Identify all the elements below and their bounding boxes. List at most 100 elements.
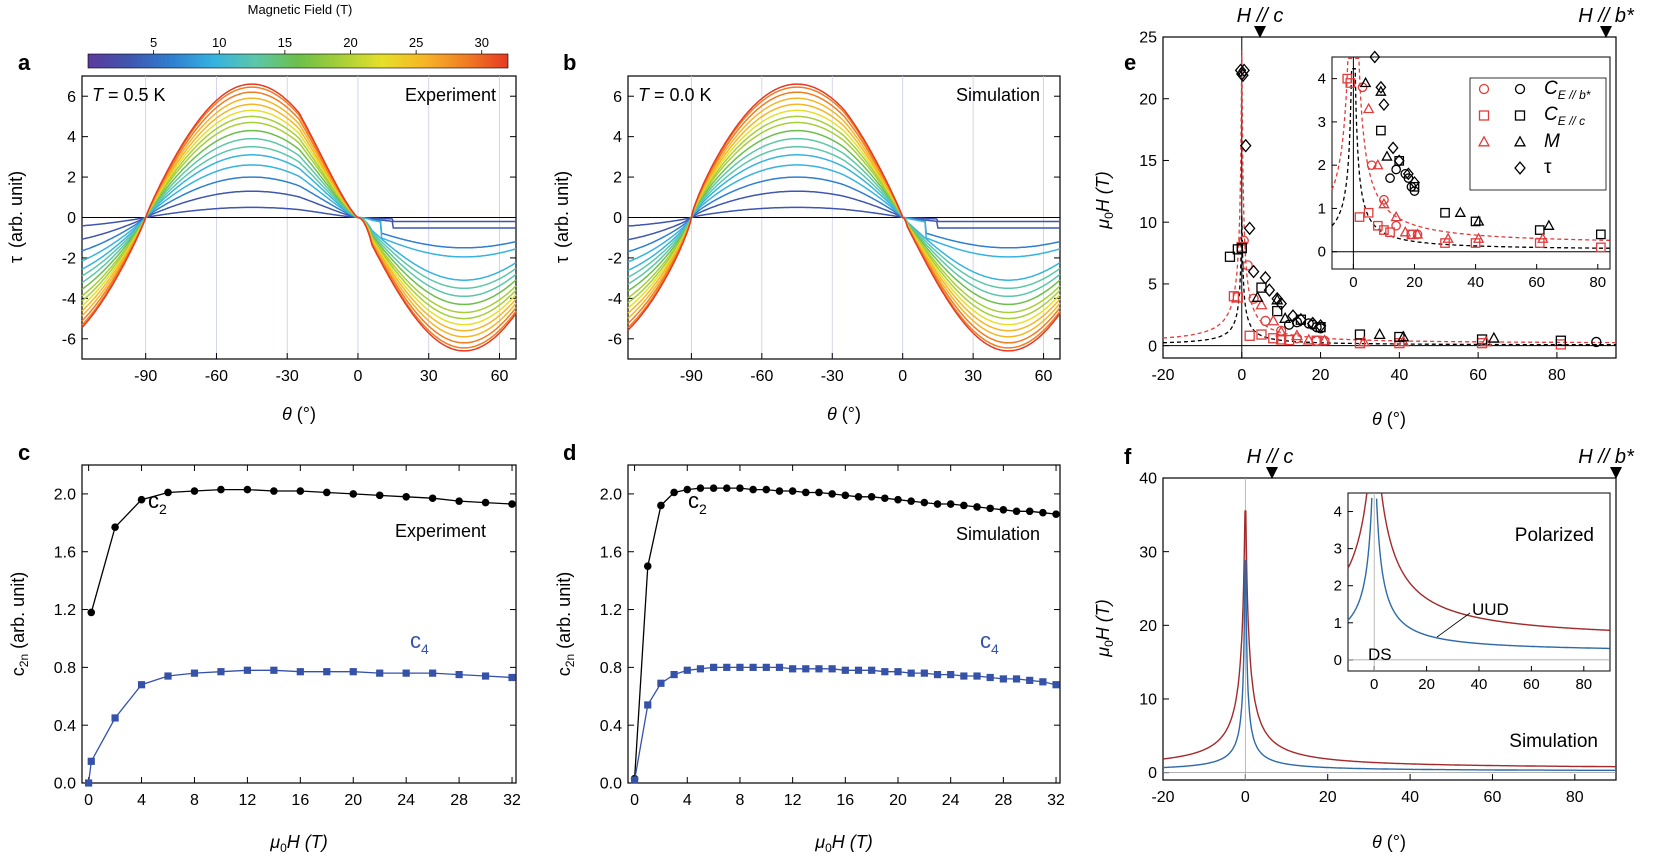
point-triangle — [1318, 334, 1331, 346]
torque-series-6T — [627, 176, 1061, 253]
inset-point-circle — [1366, 160, 1377, 171]
inset-phase-boundary-curve — [1380, 493, 1610, 631]
point-c2 — [428, 494, 437, 503]
point-c2 — [841, 491, 850, 500]
inset-dashed-fit-curve — [1331, 57, 1610, 241]
inset-point-diamond — [1378, 98, 1390, 112]
colorbar: Magnetic Field (T) 5 10 15 20 25 30 — [87, 2, 509, 69]
plot-frame-c — [81, 464, 517, 784]
point-c4 — [1026, 676, 1034, 684]
inset-point-triangle — [1381, 150, 1393, 161]
y-tick-label: 2 — [613, 170, 622, 187]
point-c4 — [217, 668, 225, 676]
point-c2 — [296, 487, 305, 495]
point-diamond — [1234, 63, 1247, 78]
inset-point-triangle — [1390, 210, 1402, 222]
point-circle — [1248, 293, 1259, 304]
point-c2 — [999, 506, 1008, 514]
point-square — [1555, 335, 1567, 346]
x-tick-label: 20 — [344, 792, 362, 809]
x-tick-label: 32 — [503, 792, 521, 809]
point-c2 — [1052, 510, 1060, 518]
x-tick-label: 16 — [291, 792, 309, 809]
y-tick-label: 30 — [1139, 544, 1157, 561]
inset-y-tick-label: 4 — [1318, 71, 1326, 88]
ylabel-a: τ(arb. unit) — [6, 171, 26, 263]
point-c2 — [643, 562, 652, 570]
inset-x-tick-label: 20 — [1418, 676, 1435, 693]
x-tick-label: 0 — [1237, 367, 1246, 384]
point-diamond — [1287, 309, 1299, 323]
xlabel-e: θ (°) — [1372, 409, 1406, 429]
legend-mark-black-triangle — [1513, 135, 1527, 147]
point-c4 — [854, 666, 863, 674]
legend-3-label: τ — [1544, 157, 1552, 178]
colorbar-bar — [87, 53, 509, 69]
label-uud-f: UUD — [1472, 600, 1509, 619]
inset-x-tick-label: 20 — [1406, 274, 1423, 291]
y-tick-label: 0.0 — [600, 776, 622, 793]
inset-y-tick-label: 3 — [1318, 114, 1326, 131]
point-c4 — [868, 666, 876, 674]
x-tick-label: 20 — [1319, 789, 1337, 806]
y-tick-label: 0 — [613, 210, 622, 227]
point-c2 — [455, 497, 463, 505]
x-tick-label: 16 — [836, 792, 854, 809]
torque-series-10T — [81, 154, 517, 281]
x-tick-label: 12 — [784, 792, 802, 809]
point-triangle — [1302, 333, 1315, 345]
panel-label-c: c — [18, 440, 30, 465]
x-tick-label: 4 — [137, 792, 146, 809]
plot-d: 0 4 8 12 16 20 24 28 32 0.0 0.4 0.8 1.2 1.6 2.0 — [600, 465, 1065, 809]
point-c2 — [1025, 507, 1034, 516]
tag-c: Experiment — [395, 521, 486, 541]
point-c4 — [1052, 681, 1060, 689]
point-c4 — [402, 669, 410, 677]
x-tick-label: 24 — [397, 792, 415, 809]
point-c2 — [137, 495, 146, 504]
x-tick-label: 4 — [683, 792, 692, 809]
point-c4 — [323, 668, 331, 676]
inset-point-circle — [1403, 173, 1414, 183]
inset-point-triangle — [1378, 197, 1390, 209]
inset-phase-boundary-curve — [1347, 497, 1373, 621]
y-tick-label: -2 — [608, 251, 622, 268]
legend-mark-red-square — [1478, 110, 1490, 121]
point-c4 — [455, 670, 463, 679]
inset-point-triangle — [1442, 232, 1454, 243]
y-tick-label: 0.0 — [54, 776, 76, 793]
inset-x-tick-label: 0 — [1349, 274, 1357, 291]
torque-series-16T — [627, 129, 1061, 306]
point-c4 — [296, 668, 304, 676]
x-tick-label: 30 — [420, 368, 438, 385]
panel-label-e: e — [1124, 50, 1136, 75]
inset-point-square — [1354, 212, 1365, 222]
y-tick-label: 25 — [1139, 30, 1157, 47]
inset-phase-boundary-curve — [1347, 492, 1368, 569]
xlabel-a: θ (°) — [282, 404, 316, 424]
colorbar-tick-label: 10 — [212, 35, 226, 50]
point-c4 — [907, 669, 915, 677]
point-c4 — [710, 663, 718, 671]
point-c4 — [349, 668, 357, 676]
inset-y-tick-label: 3 — [1334, 541, 1342, 558]
top-label-hb-f: H // b* — [1578, 446, 1635, 468]
x-tick-label: 0 — [1241, 789, 1250, 806]
point-c4 — [973, 672, 981, 680]
y-tick-label: 4 — [67, 129, 76, 146]
inset-point-square — [1406, 229, 1417, 240]
y-tick-label: 1.6 — [600, 544, 622, 561]
point-diamond — [1314, 319, 1327, 333]
y-tick-label: -4 — [62, 291, 76, 308]
torque-series-6T — [81, 176, 517, 252]
inset-phase-boundary-curve — [1375, 498, 1610, 650]
colorbar-tick-label: 15 — [278, 35, 292, 50]
inset-point-triangle — [1359, 76, 1372, 88]
point-c4 — [947, 670, 955, 679]
point-triangle — [1357, 335, 1370, 347]
temp-label-b: T = 0.0 K — [638, 85, 712, 105]
inset-f: 0 20 40 60 80 0 1 2 3 4 — [1334, 492, 1610, 693]
colorbar-tick-label: 5 — [150, 35, 157, 50]
colorbar-tick-label: 20 — [343, 35, 357, 50]
